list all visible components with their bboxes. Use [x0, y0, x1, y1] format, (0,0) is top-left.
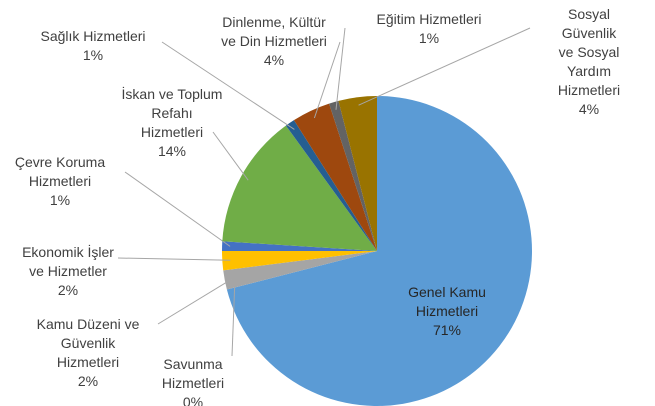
leader-line [335, 27, 346, 110]
leader-line [231, 287, 236, 357]
leader-line [157, 278, 233, 325]
slice-name: Sosyal Güvenlik ve Sosyal Yardım Hizmetl… [557, 6, 621, 98]
data-label: Sağlık Hizmetleri 1% [40, 27, 145, 65]
slice-name: Sağlık Hizmetleri [40, 28, 146, 44]
pie-slice [293, 103, 377, 251]
pie-slice [285, 120, 377, 251]
data-label: Dinlenme, Kültür ve Din Hizmetleri 4% [221, 13, 327, 70]
pie-slice [226, 96, 532, 406]
slice-name: Çevre Koruma Hizmetleri [14, 154, 106, 189]
data-label: Kamu Düzeni ve Güvenlik Hizmetleri 2% [37, 315, 140, 391]
pie-slice [329, 100, 377, 251]
data-label: Çevre Koruma Hizmetleri 1% [15, 153, 105, 210]
pie-slice [222, 251, 377, 271]
slice-name: Kamu Düzeni ve Güvenlik Hizmetleri [36, 316, 140, 370]
slice-name: Genel Kamu Hizmetleri [408, 284, 486, 319]
slice-name: Savunma Hizmetleri [161, 356, 225, 391]
pie-slice [223, 251, 377, 290]
slice-name: Eğitim Hizmetleri [376, 11, 482, 27]
slice-name: İskan ve Toplum Refahı Hizmetleri [121, 86, 223, 140]
slice-value: 1% [418, 30, 440, 46]
data-label: Sosyal Güvenlik ve Sosyal Yardım Hizmetl… [556, 5, 622, 119]
slice-value: 0% [182, 394, 204, 406]
leader-line [212, 131, 249, 181]
data-label: Genel Kamu Hizmetleri 71% [408, 283, 486, 340]
slice-value: 4% [263, 52, 285, 68]
data-label: Ekonomik İşler ve Hizmetler 2% [22, 243, 114, 300]
data-label: Savunma Hizmetleri 0% [162, 355, 224, 406]
slice-value: 2% [77, 373, 99, 389]
leader-line [124, 171, 231, 247]
data-label: İskan ve Toplum Refahı Hizmetleri 14% [122, 85, 223, 161]
slice-value: 71% [432, 322, 462, 338]
leader-line [358, 27, 531, 106]
leader-line [313, 41, 341, 119]
pie-slice [338, 96, 377, 251]
pie-slice [222, 241, 377, 251]
leader-line [161, 41, 295, 130]
slice-value: 14% [157, 143, 187, 159]
slice-name: Dinlenme, Kültür ve Din Hizmetleri [221, 14, 327, 49]
data-label: Eğitim Hizmetleri 1% [376, 10, 481, 48]
slice-value: 4% [578, 101, 600, 117]
pie-slice [222, 125, 377, 251]
slice-value: 2% [57, 282, 79, 298]
slice-name: Ekonomik İşler ve Hizmetler [22, 244, 114, 279]
slice-value: 1% [82, 47, 104, 63]
slice-value: 1% [49, 192, 71, 208]
leader-line [117, 257, 231, 261]
